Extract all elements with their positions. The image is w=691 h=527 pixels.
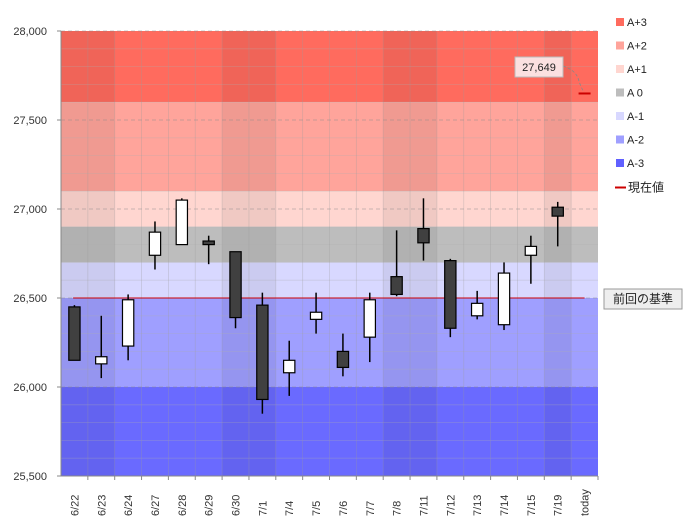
- grid-lines: [61, 30, 598, 477]
- candle-body: [444, 260, 457, 329]
- y-tick-label: 26,000: [13, 382, 47, 394]
- week-shade: [61, 31, 115, 476]
- legend-entry: A-1: [627, 111, 644, 123]
- candle-body: [309, 311, 323, 320]
- band-a+3: [61, 31, 598, 103]
- current-value-group: 27,649: [514, 56, 591, 95]
- y-tick-label: 25,500: [13, 471, 47, 483]
- candle-body: [551, 206, 564, 217]
- candle-body: [497, 272, 511, 326]
- legend-swatch: [616, 65, 624, 73]
- y-tick-label: 27,500: [13, 115, 47, 127]
- legend-entry: A+1: [627, 64, 647, 76]
- legend-swatch: [616, 112, 624, 120]
- candle-body: [363, 299, 377, 338]
- x-tick-label: 7/14: [499, 495, 511, 516]
- x-tick-label: 7/19: [553, 495, 565, 516]
- current-value-leader: [562, 65, 585, 93]
- base-label: 前回の基準: [613, 291, 673, 306]
- x-tick-label: 7/15: [526, 495, 538, 516]
- legend-swatch: [616, 135, 624, 144]
- candle-body: [524, 245, 538, 256]
- x-tick-label: 7/6: [338, 501, 350, 516]
- y-tick-label: 28,000: [13, 26, 47, 38]
- x-tick-label: 6/28: [177, 495, 189, 516]
- base-label-box: [603, 288, 683, 310]
- week-shade: [383, 31, 437, 476]
- candle-body: [256, 304, 269, 401]
- x-tick-label: 7/7: [365, 501, 377, 516]
- candle-body: [229, 251, 242, 319]
- legend-swatch: [616, 18, 624, 26]
- candles: [68, 198, 564, 414]
- week-shade: [544, 31, 572, 476]
- x-tick-label: 6/30: [231, 495, 243, 516]
- candle-body: [470, 302, 484, 317]
- candle-body: [390, 276, 403, 296]
- legend-entry: A 0: [627, 88, 643, 100]
- legend-swatch: [616, 88, 624, 97]
- legend-swatch: [616, 41, 624, 50]
- y-tick-label: 27,000: [13, 204, 47, 216]
- candle-body: [202, 240, 215, 246]
- candle-body: [95, 356, 108, 365]
- band-a+2: [61, 102, 598, 192]
- legend-entry-current: 現在値: [628, 180, 664, 195]
- x-tick-label: 7/11: [418, 495, 430, 516]
- legend-entry: A+2: [627, 41, 647, 53]
- legend-entry: A-2: [627, 135, 644, 147]
- x-tick-label: 6/22: [69, 495, 81, 516]
- x-tick-label: 6/23: [96, 495, 108, 516]
- legend-swatch: [616, 159, 624, 167]
- x-tick-label: 6/24: [123, 495, 135, 516]
- band-layer: [61, 31, 598, 476]
- x-tick-label: 7/13: [472, 495, 484, 516]
- candle-body: [148, 231, 162, 256]
- x-tick-label: 6/29: [204, 495, 216, 516]
- candle-body: [417, 227, 430, 244]
- y-tick-label: 26,500: [13, 293, 47, 305]
- candle-body: [336, 350, 350, 369]
- candle-body: [282, 359, 296, 374]
- x-tick-label: 7/12: [445, 495, 457, 516]
- candle-body: [175, 199, 189, 246]
- x-tick-label: 6/27: [150, 495, 162, 516]
- legend-entry: A+3: [627, 17, 647, 29]
- x-tick-label: 7/5: [311, 501, 323, 516]
- current-value-callout-box: [514, 56, 564, 78]
- x-tick-label: today: [580, 489, 592, 516]
- candle-body: [121, 299, 135, 347]
- legend: A+3 A+2 A+1 A 0 A-1 A-2 A-3 現在値: [615, 17, 664, 195]
- current-value-callout: 27,649: [522, 62, 556, 74]
- x-tick-label: 7/1: [257, 501, 269, 516]
- candle-body: [68, 306, 81, 361]
- legend-entry: A-3: [627, 158, 644, 170]
- x-tick-label: 7/4: [284, 501, 296, 516]
- x-tick-label: 7/8: [392, 501, 404, 516]
- axes: 25,500 26,000 26,500 27,000 27,500 28,000 6/22…: [13, 26, 599, 516]
- band-a-3: [61, 387, 598, 476]
